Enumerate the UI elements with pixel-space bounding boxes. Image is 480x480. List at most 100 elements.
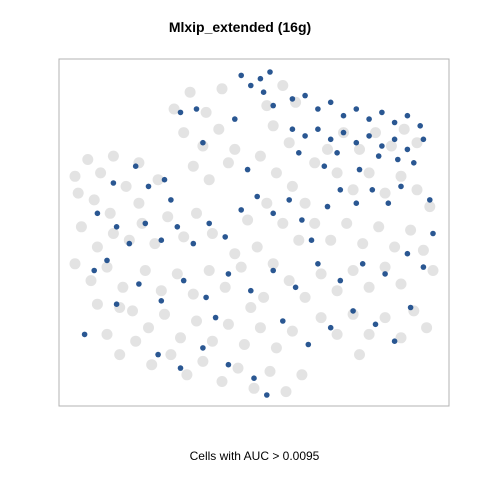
high-auc-cell-point [407,304,414,311]
cell-point [347,308,359,320]
cell-point [373,221,385,233]
cell-point [315,312,327,324]
cell-point [347,265,359,276]
high-auc-cell-point [404,112,411,119]
cell-point [203,265,215,276]
cell-point [267,258,279,270]
cell-point [235,261,247,273]
cell-point [254,322,266,334]
cell-point [123,234,135,246]
cell-point [293,234,305,246]
high-auc-cell-point [180,277,187,284]
cell-point [309,157,321,169]
high-auc-cell-point [420,136,427,143]
high-auc-cell-point [353,200,360,206]
high-auc-cell-point [177,109,184,116]
high-auc-cell-point [94,210,101,217]
high-auc-cell-point [356,166,363,173]
high-auc-cell-point [420,264,427,270]
high-auc-cell-point [302,133,308,139]
cell-point [181,369,193,381]
cell-point [232,362,244,374]
cell-point [159,308,170,320]
cell-point [385,140,397,152]
cell-point [398,123,410,135]
high-auc-cell-point [91,267,97,274]
cell-point [219,281,231,293]
high-auc-cell-point [292,284,299,291]
high-auc-cell-point [254,193,260,200]
high-auc-cell-point [411,160,417,166]
cell-point [363,328,375,340]
high-auc-cell-point [203,294,209,301]
high-auc-cell-point [158,298,165,304]
cell-point [357,238,369,250]
high-auc-cell-point [296,150,302,156]
high-auc-cell-point [289,126,296,132]
high-auc-cell-point [132,163,139,169]
cell-point [117,281,129,293]
cell-point [178,127,190,139]
high-auc-cell-point [286,197,293,203]
high-auc-cell-point [225,271,232,277]
high-auc-cell-point [315,106,321,112]
high-auc-cell-point [340,112,347,119]
cell-point [325,234,337,246]
high-auc-cell-point [222,234,228,240]
high-auc-cell-point [104,257,110,264]
high-auc-cell-point [398,183,404,190]
cell-point [213,123,225,135]
cell-point [120,180,132,192]
cell-point [411,137,423,149]
cell-point [322,143,333,155]
high-auc-cell-point [327,99,334,106]
cell-point [379,312,391,324]
cell-point [379,187,391,199]
high-auc-cell-point [337,187,344,193]
cell-point [363,167,375,179]
high-auc-cell-point [270,210,277,217]
cell-point [75,221,87,233]
cell-point [286,325,298,337]
high-auc-cell-point [305,341,312,348]
cell-point [238,339,250,350]
cell-point [178,231,190,243]
high-auc-cell-point [369,187,376,193]
cell-point [143,322,154,334]
cell-point [107,150,119,162]
high-auc-cell-point [174,224,181,230]
high-auc-cells-layer [81,69,436,398]
cell-point [299,197,311,209]
cell-point [168,103,180,115]
cell-point [222,157,234,169]
cell-point [277,217,289,229]
high-auc-cell-point [81,331,88,338]
cell-point [379,261,391,273]
high-auc-cell-point [315,126,321,132]
cell-point [216,376,228,387]
cell-point [347,184,359,196]
high-auc-cell-point [334,150,340,156]
cell-point [280,386,292,398]
high-auc-cell-point [391,338,398,345]
cell-point [229,143,241,155]
high-auc-cell-point [248,287,254,294]
high-auc-cell-point [244,166,251,173]
background-cells-layer [69,80,439,398]
cell-point [203,174,215,186]
cell-point [251,241,263,253]
cell-point [245,302,257,313]
high-auc-cell-point [264,392,270,398]
cell-point [114,349,126,361]
cell-point [200,106,212,118]
cell-point [389,241,401,253]
cell-point [101,261,113,273]
high-auc-cell-point [200,345,206,351]
high-auc-cell-point [353,106,360,112]
high-auc-cell-point [337,277,344,284]
high-auc-cell-point [382,271,388,277]
high-auc-cell-point [308,237,315,243]
cell-point [152,174,164,186]
cell-point [91,298,103,310]
